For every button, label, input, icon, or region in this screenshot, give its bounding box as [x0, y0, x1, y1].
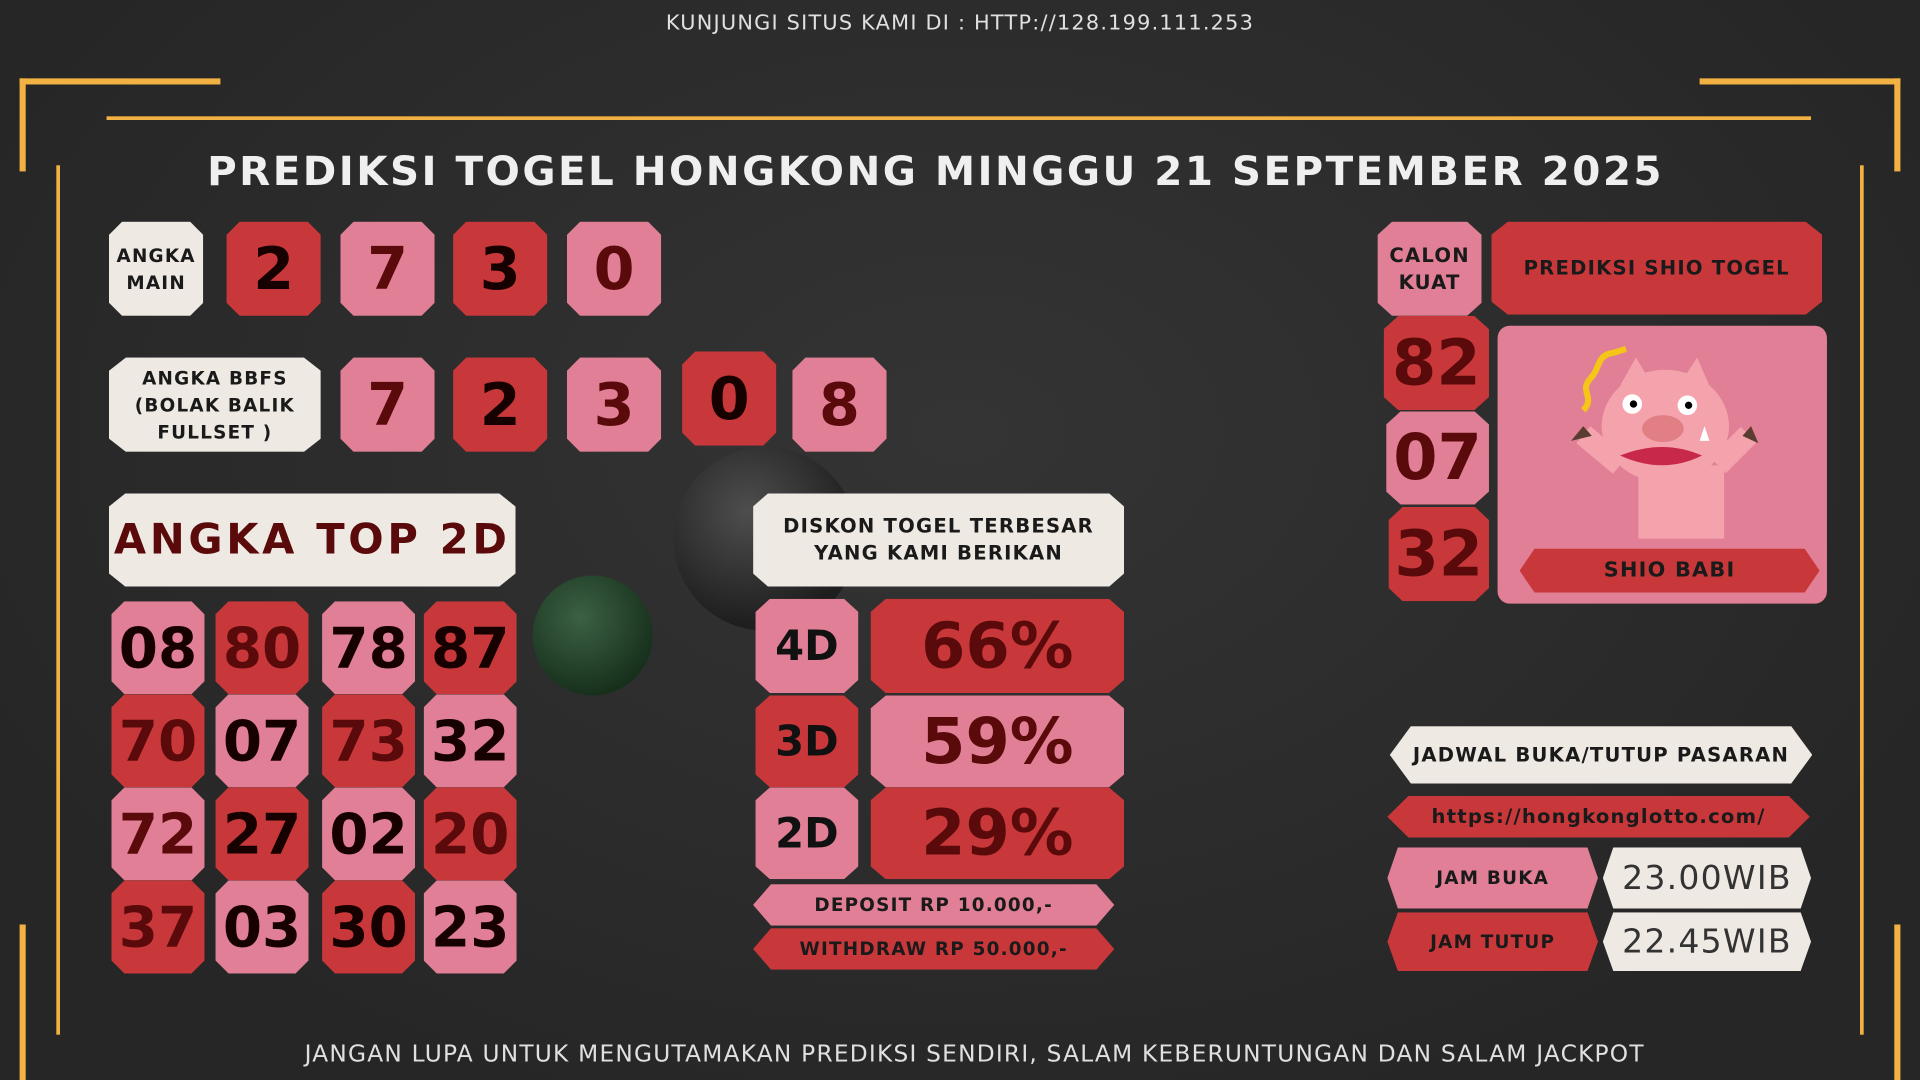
bbfs-number: 8 [792, 357, 887, 452]
top2d-number: 27 [215, 787, 309, 881]
frame-line [56, 165, 61, 1035]
angka-main-label: ANGKA MAIN [108, 221, 204, 316]
angka-main-number: 3 [453, 221, 548, 316]
label-line: (BOLAK BALIK [134, 393, 296, 416]
label-line: KUAT [1398, 270, 1461, 294]
top2d-number: 20 [423, 787, 517, 881]
frame-line [19, 924, 26, 1080]
visit-text: KUNJUNGI SITUS KAMI DI : HTTP://128.199.… [665, 11, 1255, 36]
diskon-value-4d: 66% [870, 598, 1125, 694]
jam-buka-value: 23.00WIB [1602, 847, 1812, 909]
top2d-number: 87 [423, 601, 517, 695]
top2d-number: 73 [322, 694, 416, 788]
footer-text: JANGAN LUPA UNTUK MENGUTAMAKAN PREDIKSI … [304, 1040, 1645, 1068]
top2d-number: 07 [215, 694, 309, 788]
bbfs-number: 3 [566, 357, 662, 452]
diskon-value-3d: 59% [870, 695, 1125, 788]
top2d-number: 78 [322, 601, 416, 695]
top2d-number: 72 [111, 787, 205, 881]
bbfs-number: 7 [340, 357, 435, 452]
market-url-link[interactable]: https://hongkonglotto.com/ [1387, 795, 1810, 838]
frame-line [1699, 78, 1901, 85]
frame-line [19, 78, 221, 85]
bbfs-number: 0 [682, 351, 777, 446]
top2d-number: 80 [215, 601, 309, 695]
label-line: YANG KAMI BERIKAN [814, 541, 1064, 565]
bbfs-label: ANGKA BBFS (BOLAK BALIK FULLSET ) [108, 357, 321, 452]
angka-main-number: 0 [566, 221, 662, 316]
page-title: PREDIKSI TOGEL HONGKONG MINGGU 21 SEPTEM… [207, 146, 1664, 195]
label-line: ANGKA BBFS [142, 366, 288, 389]
bbfs-number: 2 [453, 357, 548, 452]
jam-buka-label: JAM BUKA [1387, 847, 1598, 909]
label-line: DISKON TOGEL TERBESAR [783, 514, 1094, 538]
jadwal-title: JADWAL BUKA/TUTUP PASARAN [1389, 726, 1813, 784]
label-line: CALON [1389, 243, 1470, 267]
diskon-label-4d: 4D [755, 598, 859, 694]
jam-tutup-label: JAM TUTUP [1387, 912, 1598, 972]
top2d-number: 70 [111, 694, 205, 788]
label-line: FULLSET ) [157, 420, 273, 443]
diskon-value-2d: 29% [870, 787, 1125, 880]
top2d-number: 02 [322, 787, 416, 881]
pig-icon [1571, 346, 1759, 539]
label-line: ANGKA [116, 244, 196, 267]
calon-kuat-number: 07 [1386, 411, 1489, 505]
diskon-title: DISKON TOGEL TERBESAR YANG KAMI BERIKAN [753, 493, 1125, 587]
shio-card: SHIO BABI [1497, 325, 1827, 604]
frame-line [19, 78, 26, 172]
calon-kuat-number: 82 [1383, 315, 1489, 411]
deposit-info: DEPOSIT RP 10.000,- [753, 884, 1115, 926]
top2d-number: 37 [111, 880, 205, 974]
top2d-number: 30 [322, 880, 416, 974]
six-ball-decoration [532, 575, 653, 696]
calon-kuat-number: 32 [1388, 506, 1489, 602]
angka-main-number: 2 [226, 221, 321, 316]
frame-line [106, 116, 1812, 121]
frame-line [1860, 165, 1864, 1035]
calon-kuat-label: CALON KUAT [1377, 221, 1482, 316]
top2d-title: ANGKA TOP 2D [108, 493, 516, 587]
jam-tutup-value: 22.45WIB [1602, 912, 1812, 972]
shio-name: SHIO BABI [1519, 548, 1820, 593]
top2d-number: 03 [215, 880, 309, 974]
angka-main-number: 7 [340, 221, 435, 316]
diskon-label-2d: 2D [755, 787, 859, 880]
top2d-number: 32 [423, 694, 517, 788]
top2d-number: 08 [111, 601, 205, 695]
diskon-label-3d: 3D [755, 695, 859, 788]
frame-line [1894, 78, 1901, 172]
withdraw-info: WITHDRAW RP 50.000,- [753, 928, 1115, 970]
shio-title: PREDIKSI SHIO TOGEL [1491, 221, 1823, 315]
frame-line [1894, 924, 1901, 1080]
label-line: MAIN [126, 271, 186, 294]
top2d-number: 23 [423, 880, 517, 974]
